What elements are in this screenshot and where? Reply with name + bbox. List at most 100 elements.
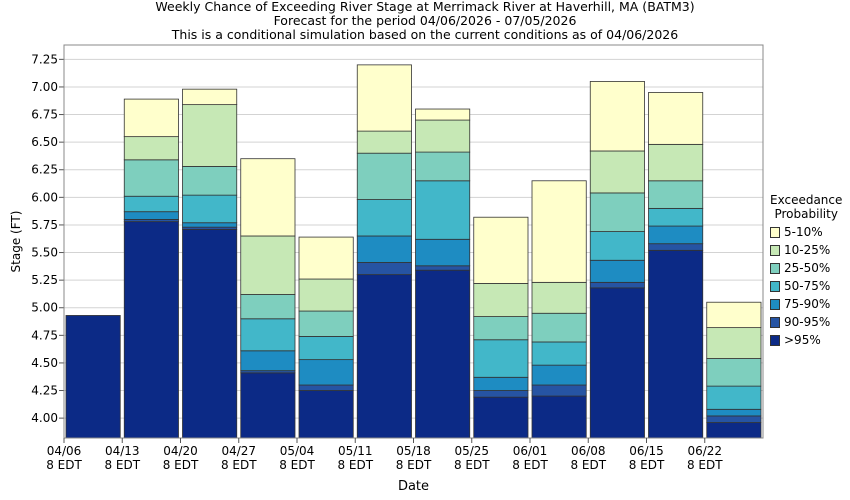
bar-segment: [706, 422, 762, 439]
y-tick-label: 7.25: [31, 52, 58, 66]
legend-label: 5-10%: [784, 225, 823, 239]
x-tick-tz: 8 EDT: [163, 458, 199, 472]
bar-segment: [240, 318, 296, 352]
bar-segment: [182, 166, 238, 196]
bar-segment: [415, 269, 471, 439]
bar-segment: [648, 143, 704, 182]
legend-swatch: [770, 280, 780, 292]
bar-segment: [531, 364, 587, 386]
x-tick-date: 05/11: [338, 444, 373, 458]
bar-segment: [589, 287, 645, 439]
x-tick-tz: 8 EDT: [396, 458, 432, 472]
bar-segment: [298, 310, 354, 337]
y-tick-label: 5.50: [31, 246, 58, 260]
y-tick-label: 6.00: [31, 190, 58, 204]
bar-segment: [648, 207, 704, 227]
bar-segment: [706, 415, 762, 423]
y-axis-title: Stage (FT): [9, 211, 23, 273]
legend-item: >95%: [770, 331, 842, 349]
bar-segment: [706, 301, 762, 329]
bar-segment: [240, 235, 296, 295]
y-tick-label: 7.00: [31, 80, 58, 94]
y-tick-label: 6.50: [31, 135, 58, 149]
legend-title-line-2: Probability: [774, 207, 838, 221]
legend-item: 5-10%: [770, 223, 842, 241]
legend-items: 5-10% 10-25% 25-50% 50-75% 75-90% 90-95% >95%: [770, 223, 842, 349]
bar-segment: [123, 211, 179, 220]
bar-segment: [182, 104, 238, 167]
bar-segment: [706, 358, 762, 387]
bar-segment: [706, 327, 762, 359]
legend-label: 50-75%: [784, 279, 831, 293]
bar-segment: [123, 195, 179, 213]
bar-segment: [589, 231, 645, 261]
legend-item: 75-90%: [770, 295, 842, 313]
bar-segment: [298, 390, 354, 439]
legend-title-line-1: Exceedance: [770, 193, 843, 207]
legend-swatch: [770, 262, 780, 274]
bar-segment: [415, 180, 471, 240]
x-tick-tz: 8 EDT: [454, 458, 490, 472]
legend-swatch: [770, 244, 780, 256]
bar-segment: [356, 64, 412, 132]
bar-segment: [298, 236, 354, 280]
bar-segment: [123, 98, 179, 138]
bar-segment: [123, 159, 179, 197]
x-tick-date: 05/25: [454, 444, 489, 458]
bar-segment: [240, 158, 296, 237]
bar-segment: [240, 372, 296, 439]
x-tick-date: 06/22: [687, 444, 722, 458]
bar-segment: [415, 108, 471, 121]
bar-segment: [182, 194, 238, 224]
chart-title-line-2: Forecast for the period 04/06/2026 - 07/…: [273, 13, 577, 28]
y-tick-label: 4.00: [31, 411, 58, 425]
bar-segment: [240, 294, 296, 320]
x-tick-tz: 8 EDT: [337, 458, 373, 472]
bar-segment: [123, 136, 179, 161]
y-tick-label: 4.50: [31, 356, 58, 370]
bar-segment: [182, 228, 238, 439]
legend-label: 75-90%: [784, 297, 831, 311]
bar-segment: [473, 339, 529, 378]
bar-segment: [356, 130, 412, 154]
legend-swatch: [770, 334, 780, 346]
bar-segment: [415, 151, 471, 182]
bar-segment: [473, 390, 529, 398]
bar-segment: [298, 336, 354, 361]
bar-segment: [298, 359, 354, 386]
bar-segment: [706, 408, 762, 417]
x-tick-tz: 8 EDT: [46, 458, 82, 472]
bar-segment: [182, 88, 238, 106]
legend-swatch: [770, 298, 780, 310]
bar-segment: [473, 376, 529, 391]
bar-segment: [648, 225, 704, 245]
y-tick-label: 5.25: [31, 273, 58, 287]
x-tick-tz: 8 EDT: [629, 458, 665, 472]
bar-segment: [356, 152, 412, 200]
bar-segment: [415, 238, 471, 267]
legend-item: 25-50%: [770, 259, 842, 277]
x-tick-tz: 8 EDT: [279, 458, 315, 472]
bar-segment: [589, 192, 645, 232]
bar-segment: [65, 315, 121, 439]
legend: Exceedance Probability 5-10% 10-25% 25-50%…: [770, 193, 842, 349]
y-tick-label: 6.75: [31, 108, 58, 122]
bar-segment: [182, 222, 238, 228]
y-tick-label: 5.00: [31, 301, 58, 315]
bar-segment: [356, 235, 412, 263]
bar-segment: [356, 262, 412, 276]
bar-segment: [531, 384, 587, 397]
bar-segment: [589, 259, 645, 283]
chart-title-line-1: Weekly Chance of Exceeding River Stage a…: [155, 0, 695, 14]
x-tick-date: 04/27: [221, 444, 256, 458]
x-tick-tz: 8 EDT: [221, 458, 257, 472]
bar-segment: [589, 150, 645, 194]
x-tick-tz: 8 EDT: [570, 458, 606, 472]
bar-segment: [473, 396, 529, 439]
bar-segment: [531, 312, 587, 343]
x-axis-title: Date: [398, 479, 429, 494]
legend-item: 50-75%: [770, 277, 842, 295]
bar-segment: [531, 395, 587, 439]
y-tick-label: 6.25: [31, 163, 58, 177]
legend-title: Exceedance Probability: [770, 193, 842, 221]
